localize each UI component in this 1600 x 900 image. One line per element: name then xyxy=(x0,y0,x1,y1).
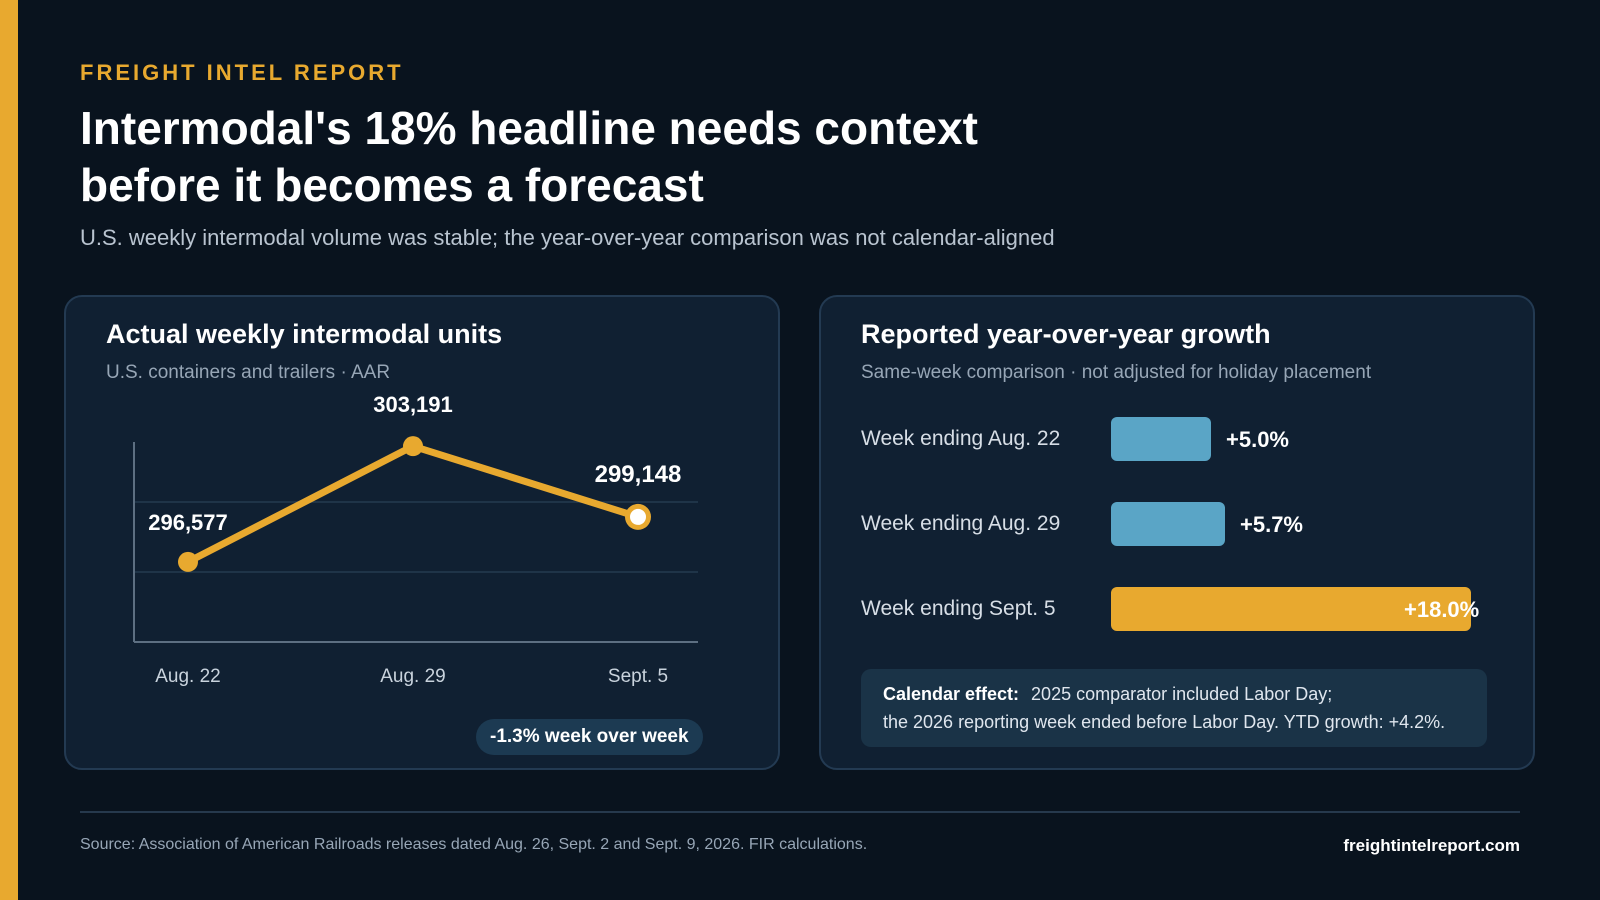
bar-row: Week ending Sept. 5 +18.0% xyxy=(861,587,1501,631)
line-chart-panel: Actual weekly intermodal units U.S. cont… xyxy=(64,295,780,770)
page-title: Intermodal's 18% headline needs context … xyxy=(80,100,1080,214)
headline-line-2: before it becomes a forecast xyxy=(80,159,704,211)
bar-chart-subtitle: Same-week comparison · not adjusted for … xyxy=(861,362,1372,383)
data-point xyxy=(178,551,198,572)
bar-value-label: +18.0% xyxy=(1404,597,1480,622)
bar-category-label: Week ending Sept. 5 xyxy=(861,597,1056,620)
headline-line-1: Intermodal's 18% headline needs context xyxy=(80,102,978,154)
report-kicker: FREIGHT INTEL REPORT xyxy=(80,60,404,85)
note-text-2: the 2026 reporting week ended before Lab… xyxy=(883,712,1446,732)
source-note: Source: Association of American Railroad… xyxy=(80,836,868,853)
week-over-week-badge: -1.3% week over week xyxy=(476,719,703,755)
bar-value-label: +5.7% xyxy=(1240,512,1303,537)
bar-category-label: Week ending Aug. 22 xyxy=(861,427,1061,450)
data-label: 299,148 xyxy=(595,461,682,488)
x-tick-label: Sept. 5 xyxy=(608,666,668,687)
series-line xyxy=(184,442,642,566)
note-text-1: 2025 comparator included Labor Day; xyxy=(1031,684,1333,704)
accent-stripe xyxy=(0,0,18,900)
bar-category-label: Week ending Aug. 29 xyxy=(861,512,1061,535)
bar-row: Week ending Aug. 22 +5.0% xyxy=(861,417,1501,461)
line-chart-subtitle: U.S. containers and trailers · AAR xyxy=(106,362,391,383)
bar-chart-panel: Reported year-over-year growth Same-week… xyxy=(819,295,1535,770)
data-label: 303,191 xyxy=(373,392,453,417)
data-point xyxy=(403,436,423,457)
x-tick-label: Aug. 29 xyxy=(380,666,446,687)
bar-chart-title: Reported year-over-year growth xyxy=(861,319,1271,349)
line-chart: 296,577 303,191 299,148 Aug. 22 Aug. 29 Sept.… xyxy=(133,392,698,687)
footer-divider xyxy=(80,811,1520,813)
bar xyxy=(1111,417,1211,461)
calendar-effect-note: Calendar effect: 2025 comparator included… xyxy=(861,669,1487,747)
site-url: freightintelreport.com xyxy=(1343,836,1520,855)
bar-value-label: +5.0% xyxy=(1226,427,1289,452)
bar xyxy=(1111,502,1225,546)
data-label: 296,577 xyxy=(148,510,228,535)
line-chart-title: Actual weekly intermodal units xyxy=(106,319,503,349)
bar-row: Week ending Aug. 29 +5.7% xyxy=(861,502,1501,546)
bar xyxy=(1111,587,1471,631)
page-subtitle: U.S. weekly intermodal volume was stable… xyxy=(80,225,1055,250)
note-label: Calendar effect: xyxy=(883,684,1020,704)
data-point xyxy=(630,508,646,525)
x-tick-label: Aug. 22 xyxy=(155,666,221,687)
note-line-1: Calendar effect: 2025 comparator included… xyxy=(883,680,1465,708)
